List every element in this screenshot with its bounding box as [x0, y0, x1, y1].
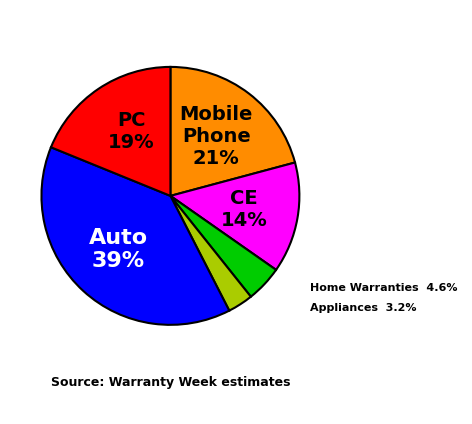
Text: Mobile
Phone
21%: Mobile Phone 21%: [179, 105, 253, 168]
Text: Auto
39%: Auto 39%: [89, 228, 148, 271]
Wedge shape: [42, 147, 229, 325]
Text: Source: Warranty Week estimates: Source: Warranty Week estimates: [51, 377, 290, 389]
Wedge shape: [170, 162, 299, 270]
Text: Appliances  3.2%: Appliances 3.2%: [310, 303, 416, 313]
Wedge shape: [170, 196, 251, 311]
Wedge shape: [51, 67, 170, 196]
Wedge shape: [170, 196, 276, 297]
Text: CE
14%: CE 14%: [220, 190, 267, 230]
Wedge shape: [170, 67, 295, 196]
Text: PC
19%: PC 19%: [108, 112, 155, 153]
Text: Home Warranties  4.6%: Home Warranties 4.6%: [310, 283, 457, 293]
